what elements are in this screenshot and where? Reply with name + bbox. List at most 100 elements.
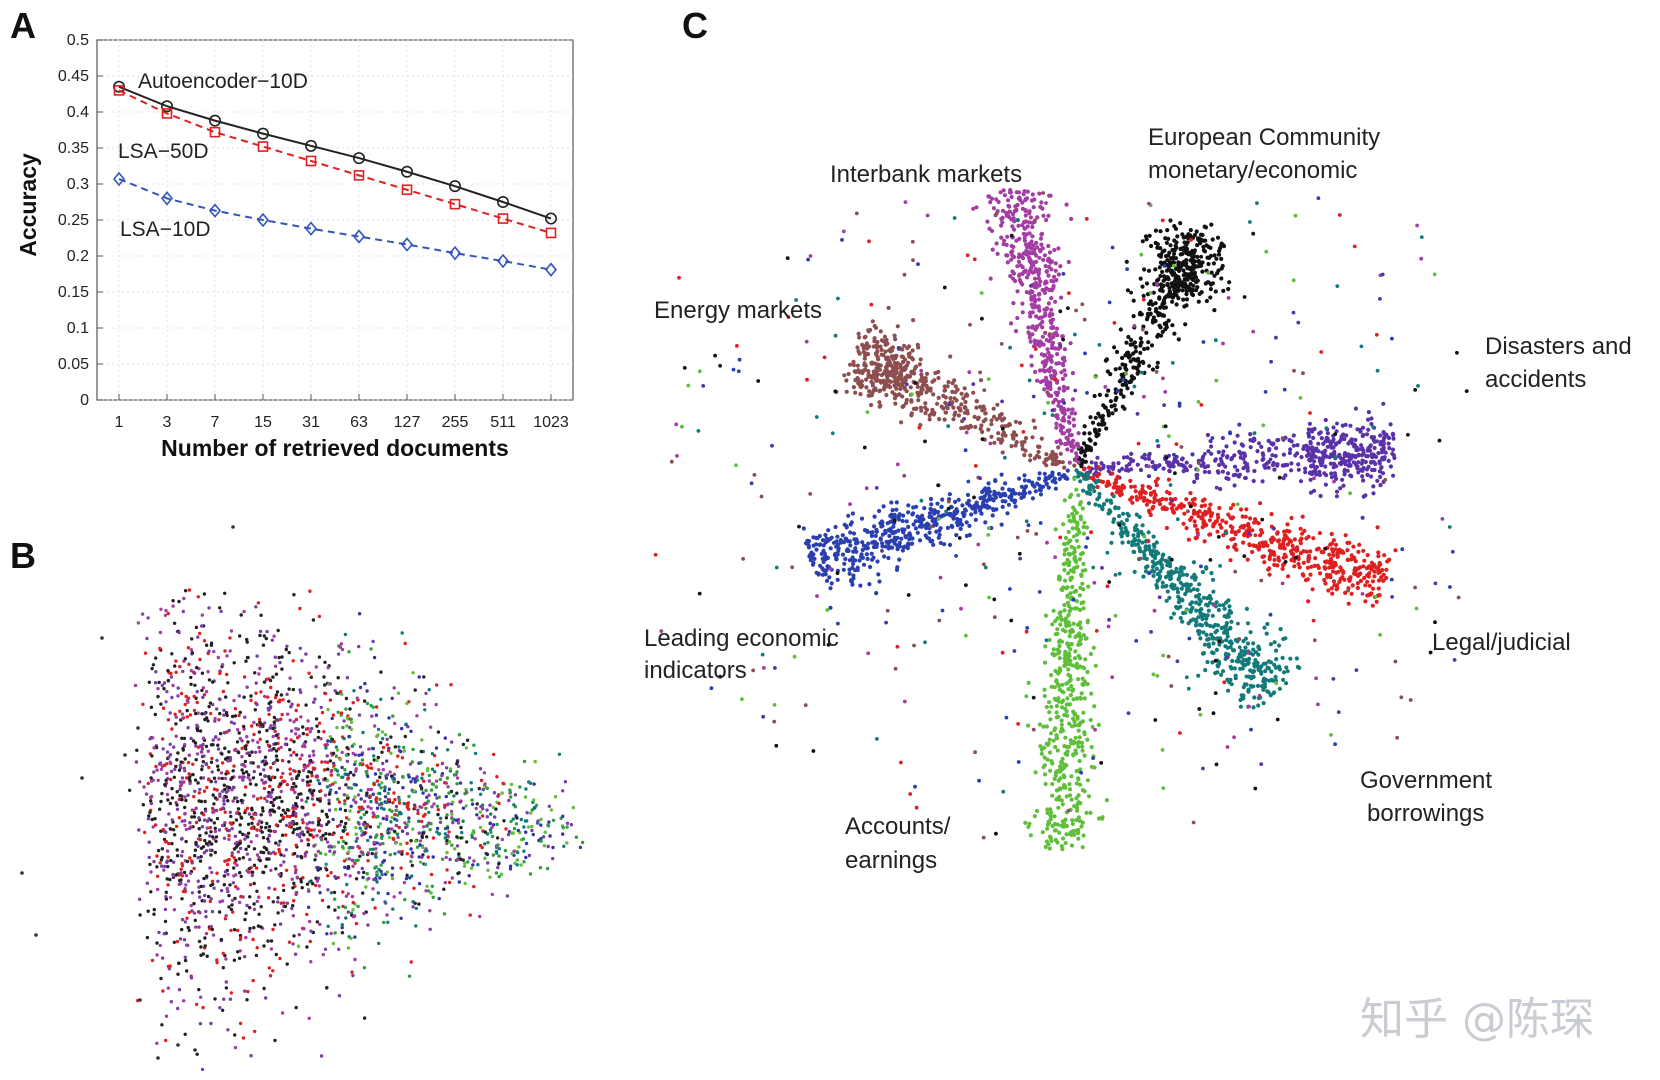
scatter-point — [337, 947, 341, 951]
scatter-point — [354, 832, 358, 836]
scatter-point — [200, 764, 204, 768]
scatter-point — [255, 889, 259, 893]
scatter-point — [189, 903, 193, 908]
scatter-point — [308, 589, 312, 593]
cluster-point — [1087, 437, 1092, 442]
scatter-point — [338, 645, 343, 649]
cluster-point — [1289, 515, 1294, 521]
cluster-point — [1001, 242, 1006, 247]
cluster-point — [1017, 277, 1023, 283]
cluster-point — [1291, 443, 1296, 448]
scatter-point — [242, 727, 246, 731]
cluster-point — [909, 398, 914, 403]
cluster-point — [905, 346, 910, 351]
scatter-point — [276, 900, 280, 904]
cluster-point — [1163, 254, 1169, 259]
cluster-point — [1043, 362, 1048, 367]
cluster-point — [1212, 253, 1217, 258]
scatter-point — [226, 681, 230, 685]
cluster-point — [1289, 551, 1294, 556]
cluster-point — [1334, 494, 1339, 499]
scatter-point — [182, 870, 187, 875]
scatter-point — [175, 803, 179, 807]
scatter-point — [430, 782, 434, 786]
cluster-point — [1069, 444, 1074, 449]
scatter-point — [207, 778, 211, 782]
cluster-point — [1343, 453, 1348, 458]
scatter-point — [224, 795, 229, 799]
cluster-point — [1324, 473, 1329, 478]
scatter-point — [255, 654, 259, 658]
scatter-point — [213, 997, 217, 1001]
cluster-point — [1372, 467, 1377, 473]
cluster-point — [1181, 464, 1187, 469]
cluster-point — [1275, 438, 1280, 443]
cluster-point — [1303, 466, 1308, 471]
cluster-point — [1301, 446, 1306, 451]
cluster-point — [1120, 382, 1125, 387]
cluster-point — [1006, 203, 1011, 208]
scatter-point — [366, 774, 370, 779]
scatter-point — [373, 906, 377, 910]
scatter-point — [195, 1002, 199, 1007]
cluster-point — [1380, 450, 1385, 455]
scatter-point — [389, 820, 393, 824]
cluster-point — [1124, 340, 1129, 345]
cluster-point — [1317, 472, 1322, 478]
scatter-point — [171, 873, 175, 878]
scatter-point — [204, 931, 209, 936]
scatter-point — [248, 857, 252, 862]
scatter-point — [183, 742, 187, 747]
scatter-point — [266, 743, 271, 747]
scatter-point — [169, 671, 173, 676]
scatter-point — [470, 802, 475, 806]
scatter-point — [222, 731, 226, 735]
cluster-point — [991, 406, 996, 411]
scatter-point — [210, 756, 214, 761]
scatter-point — [328, 735, 332, 739]
scatter-point — [230, 898, 235, 903]
scatter-point — [366, 859, 370, 863]
scatter-point — [425, 849, 429, 853]
scatter-point — [282, 779, 286, 783]
scatter-point — [242, 724, 246, 729]
cluster-point — [1055, 461, 1060, 466]
scatter-point — [407, 816, 411, 820]
scatter-point — [152, 912, 156, 916]
cluster-point — [1360, 474, 1365, 479]
cluster-point — [1030, 435, 1035, 440]
cluster-point — [1346, 463, 1351, 468]
cluster-point — [1313, 556, 1318, 561]
cluster-point — [1054, 414, 1059, 419]
scatter-point — [268, 813, 273, 817]
scatter-point — [279, 813, 284, 817]
cluster-point — [1287, 450, 1292, 456]
scatter-point — [179, 881, 183, 885]
scatter-point — [375, 880, 379, 884]
cluster-point — [1194, 473, 1199, 478]
scatter-point — [198, 895, 202, 899]
scatter-point — [292, 781, 296, 786]
scatter-point — [312, 803, 316, 807]
scatter-point — [183, 887, 187, 891]
scatter-point — [242, 695, 246, 699]
scatter-point — [435, 804, 440, 808]
scatter-point — [263, 721, 267, 725]
cluster-point — [1056, 445, 1061, 450]
scatter-point — [294, 868, 298, 872]
cluster-point — [989, 422, 994, 427]
scatter-point — [169, 858, 173, 863]
scatter-point — [337, 800, 342, 804]
scatter-point — [189, 648, 194, 652]
scatter-point — [156, 694, 160, 699]
scatter-point — [352, 773, 356, 777]
scatter-point — [459, 799, 463, 804]
scatter-point — [198, 911, 202, 915]
scatter-point — [243, 808, 248, 813]
scatter-point — [340, 647, 345, 652]
cluster-point — [1282, 529, 1287, 534]
scatter-point — [251, 978, 255, 983]
scatter-point — [288, 718, 292, 722]
scatter-point — [292, 740, 296, 744]
scatter-point — [443, 832, 447, 836]
